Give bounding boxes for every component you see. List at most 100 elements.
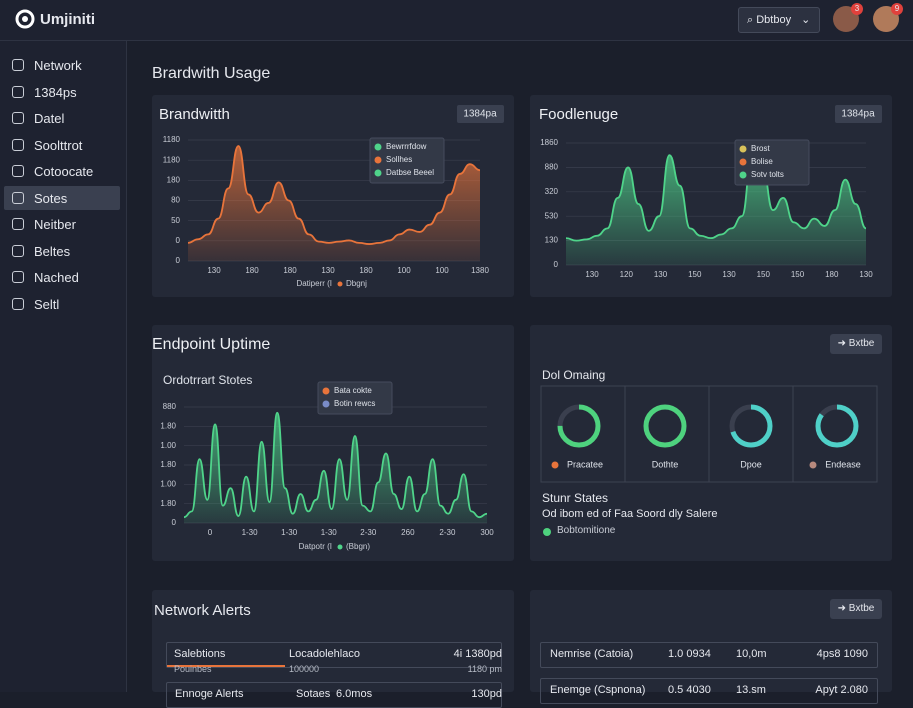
alert-cell: Nemrise (Catoia) [550, 648, 634, 660]
badge [457, 105, 504, 123]
legend-label: Bewrrrfdow [386, 142, 427, 151]
y-tick-label: 880 [545, 163, 559, 172]
nav-icon [12, 271, 24, 283]
sidebar: Network 1384ps Datel Soolttrot Cotoocate Sote… [0, 41, 127, 692]
y-tick-label: 50 [171, 216, 180, 225]
section-title: Brardwith Usage [152, 65, 271, 82]
nav-label: Beltes [34, 243, 71, 259]
x-tick-label: 100 [397, 266, 411, 275]
x-tick-label: 180 [283, 266, 297, 275]
footer-dot [337, 281, 343, 287]
alert-cell: Sotaes [296, 688, 331, 700]
alerts-panel: Network Alerts Salebtions Locadolehlaco 4i … [152, 590, 514, 708]
legend-label: Bata cokte [334, 386, 372, 395]
badge-text: 1384pa [463, 109, 497, 120]
nav-label: 1384ps [34, 84, 77, 100]
nav-label: Network [34, 58, 82, 73]
alert-cell: Locadolehlaco [289, 648, 360, 660]
chart-panel: Endpoint Uptime Ordotrrart Stotes 880 1.80 1… [152, 325, 514, 561]
alert-cell: 6.0mos [336, 688, 373, 700]
nav-icon [12, 59, 24, 71]
x-tick-label: 260 [401, 528, 415, 537]
legend-label: Sollhes [386, 155, 412, 164]
status-dot [543, 528, 551, 536]
chart-panel: Foodlenuge 1384pa 1860 880 320 530 130 0 130 120 1… [530, 95, 892, 297]
alert-cell: Enemge (Cspnona) [550, 684, 646, 696]
alert-cell: Ennoge Alerts [175, 688, 244, 700]
line [183, 411, 488, 519]
donut-label: Dpoe [740, 459, 762, 469]
y-tick-label: 1180 [163, 155, 181, 164]
nav-item[interactable]: Soolttrot [4, 133, 120, 157]
legend-label: Botin rewcs [334, 399, 375, 408]
legend-dot [374, 156, 382, 164]
y-tick-label: 0 [554, 260, 559, 269]
nav-item[interactable]: Beltes [4, 239, 120, 263]
status-item: Bobtomitione [557, 525, 616, 536]
y-tick-label: 0 [176, 256, 181, 265]
x-tick-label: 2-30 [439, 528, 456, 537]
alerts-panel: ➜ Bxtbe Nemrise (Catoia) 1.0 0934 10,0m 4ps8… [530, 590, 892, 704]
button[interactable]: ➜ Bxtbe [830, 334, 882, 354]
nav-label: Sotes [34, 190, 68, 206]
area [184, 412, 487, 523]
y-tick-label: 1860 [540, 138, 558, 147]
alert-cell: 10,0m [736, 648, 767, 660]
nav-item[interactable]: Nached [4, 265, 120, 289]
nav-label: Seltl [34, 296, 60, 312]
button[interactable]: ➜ Bxtbe [830, 599, 882, 619]
alert-cell: Apyt 2.080 [815, 684, 868, 696]
badge: 3 [851, 3, 863, 15]
nav-icon [12, 112, 24, 124]
x-tick-label: 180 [359, 266, 373, 275]
alert-row[interactable] [540, 642, 878, 668]
nav-label: Soolttrot [34, 137, 83, 153]
nav-icon [12, 218, 24, 230]
nav-item[interactable]: Neitber [4, 212, 120, 236]
search-text: Dbtboy [756, 14, 792, 26]
button-label: Bxtbe [848, 338, 875, 349]
nav-item[interactable]: Cotoocate [4, 159, 120, 183]
nav-item[interactable]: Network [4, 53, 120, 77]
x-tick-label: 150 [688, 270, 702, 279]
alerts-title: Network Alerts [154, 602, 251, 619]
nav-item-active[interactable]: Sotes [4, 185, 120, 210]
nav-icon [12, 244, 24, 257]
line [187, 145, 481, 245]
alert-cell: 100000 [289, 664, 320, 674]
legend-dot [322, 387, 330, 395]
nav-icon [12, 297, 24, 310]
x-tick-label: 180 [245, 266, 259, 275]
search-button[interactable]: ⌕ Dbtboy ⌄ [738, 7, 820, 33]
header: Umjiniti ⌕ Dbtboy ⌄ 3 9 [0, 0, 913, 41]
nav-item[interactable]: Datel [4, 106, 120, 130]
chart-panel: Brandwitth 1384pa 1180 1180 180 80 50 0 0 130 180 1… [152, 95, 514, 297]
alert-cell: 130pd [471, 688, 502, 700]
x-tick-label: 100 [435, 266, 449, 275]
legend-label: Sotv tolts [751, 170, 784, 179]
y-tick-label: 320 [545, 187, 559, 196]
y-tick-label: 0 [176, 236, 181, 245]
nav-icon [12, 85, 24, 98]
x-tick-label: 150 [757, 270, 771, 279]
nav-icon [12, 165, 24, 177]
donut-arc [729, 404, 773, 448]
x-tick-label: 130 [654, 270, 668, 279]
x-tick-label: 130 [207, 266, 221, 275]
x-tick-label: 1380 [471, 266, 489, 275]
y-tick-label: 1.80 [160, 499, 176, 508]
legend-dot [374, 169, 382, 177]
x-tick-label: 130 [722, 270, 736, 279]
legend-dot [809, 461, 817, 469]
footer-label: Dbgnj [346, 279, 367, 288]
chart: Brandwitth 1384pa 1180 1180 180 80 50 0 0 130 180 1… [159, 105, 504, 288]
logo-icon [15, 9, 35, 29]
alert-row[interactable] [166, 642, 502, 668]
chart: Endpoint Uptime Ordotrrart Stotes 880 1.80 1… [152, 336, 494, 551]
donut-label: Endease [825, 459, 861, 469]
nav-item[interactable]: Seltl [4, 292, 120, 316]
nav-item[interactable]: 1384ps [4, 80, 120, 104]
area [566, 155, 866, 265]
x-tick-label: 1-30 [321, 528, 338, 537]
alert-cell: 1180 pm [467, 664, 502, 674]
